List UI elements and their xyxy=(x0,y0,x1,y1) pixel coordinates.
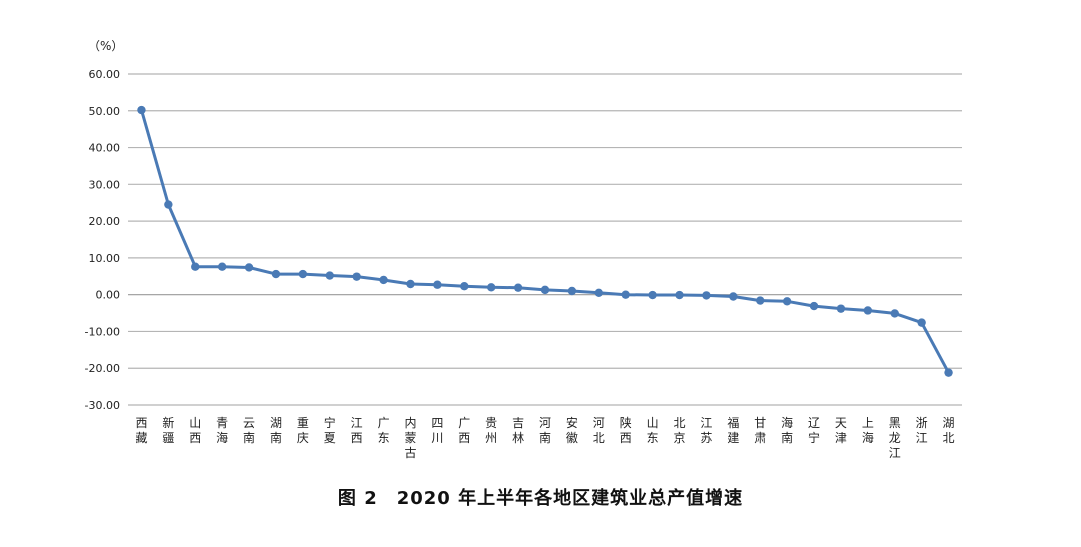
data-point xyxy=(729,292,738,301)
x-category-label: 江西 xyxy=(351,416,363,445)
data-point xyxy=(702,291,711,300)
y-tick-label: 30.00 xyxy=(89,178,121,191)
x-category-label: 广西 xyxy=(458,416,470,445)
data-point xyxy=(756,296,765,305)
x-category-label: 江苏 xyxy=(700,416,712,445)
x-category-label: 天津 xyxy=(835,416,847,445)
data-point xyxy=(352,272,361,281)
figure-caption: 图 2 2020 年上半年各地区建筑业总产值增速 xyxy=(337,488,744,509)
data-point xyxy=(433,280,442,289)
x-category-label: 陕西 xyxy=(620,415,632,445)
y-tick-label: -20.00 xyxy=(85,362,120,375)
y-tick-label: -30.00 xyxy=(85,399,120,412)
data-point xyxy=(191,262,200,271)
x-category-label: 北京 xyxy=(674,416,686,445)
y-tick-label: -10.00 xyxy=(85,325,120,338)
x-category-label: 湖北 xyxy=(943,415,955,445)
x-category-label: 山西 xyxy=(189,416,201,445)
data-point xyxy=(836,304,846,313)
grid-lines xyxy=(128,73,962,406)
x-category-label: 辽宁 xyxy=(808,416,820,445)
y-tick-label: 0.00 xyxy=(96,289,121,302)
x-category-label: 吉林 xyxy=(512,416,524,445)
x-category-label: 河北 xyxy=(593,416,605,445)
data-point xyxy=(540,285,550,295)
data-point xyxy=(271,269,281,279)
x-category-label: 重庆 xyxy=(297,416,309,445)
x-category-label: 内蒙古 xyxy=(404,416,416,460)
data-point xyxy=(244,263,254,272)
y-axis-unit-label: （%） xyxy=(88,39,123,53)
data-points xyxy=(137,105,953,377)
data-point xyxy=(486,283,496,292)
x-category-label: 河南 xyxy=(539,416,551,445)
data-point xyxy=(648,290,657,300)
data-point xyxy=(890,309,899,318)
series-line xyxy=(140,109,950,374)
data-point xyxy=(567,286,577,296)
x-category-label: 浙江 xyxy=(916,416,928,445)
x-category-label: 新疆 xyxy=(162,415,174,445)
data-point xyxy=(406,279,415,289)
x-category-label: 云南 xyxy=(243,416,255,445)
y-tick-label: 40.00 xyxy=(89,142,121,155)
data-point xyxy=(298,269,308,279)
x-category-label: 青海 xyxy=(216,416,228,445)
x-category-label: 福建 xyxy=(727,415,739,445)
line-chart: （%） -30.00 -20.00 -10.00 0.00 10.00 20.00 30.0… xyxy=(85,39,962,460)
y-tick-label: 50.00 xyxy=(89,105,121,118)
y-tick-label: 20.00 xyxy=(89,215,121,228)
data-point xyxy=(379,275,388,285)
data-point xyxy=(460,282,469,291)
data-point xyxy=(675,290,684,300)
x-category-label: 海南 xyxy=(781,415,793,445)
data-point xyxy=(809,301,819,311)
y-tick-label: 10.00 xyxy=(89,252,121,265)
data-point xyxy=(917,318,926,327)
x-category-label: 甘肃 xyxy=(754,416,766,445)
x-category-label: 山东 xyxy=(647,416,659,445)
x-category-label: 贵州 xyxy=(485,416,497,445)
data-point xyxy=(164,200,173,209)
x-category-label: 安徽 xyxy=(566,415,578,445)
data-point xyxy=(863,306,873,315)
y-axis-tick-labels: -30.00 -20.00 -10.00 0.00 10.00 20.00 30.00 40.… xyxy=(85,68,120,412)
x-category-label: 西藏 xyxy=(135,416,147,445)
data-point xyxy=(217,262,227,271)
x-category-label: 上海 xyxy=(862,416,874,445)
y-tick-label: 60.00 xyxy=(89,68,121,81)
data-point xyxy=(944,368,953,377)
x-category-label: 黑龙江 xyxy=(889,416,901,460)
data-point xyxy=(137,105,146,115)
data-point xyxy=(325,271,334,280)
x-category-label: 四川 xyxy=(431,416,443,445)
x-category-label: 湖南 xyxy=(270,415,282,445)
x-category-label: 广东 xyxy=(378,416,390,445)
data-point xyxy=(621,290,630,299)
data-point xyxy=(513,283,523,292)
x-category-label: 宁夏 xyxy=(324,415,336,445)
data-point xyxy=(594,288,604,298)
data-point xyxy=(782,297,792,306)
